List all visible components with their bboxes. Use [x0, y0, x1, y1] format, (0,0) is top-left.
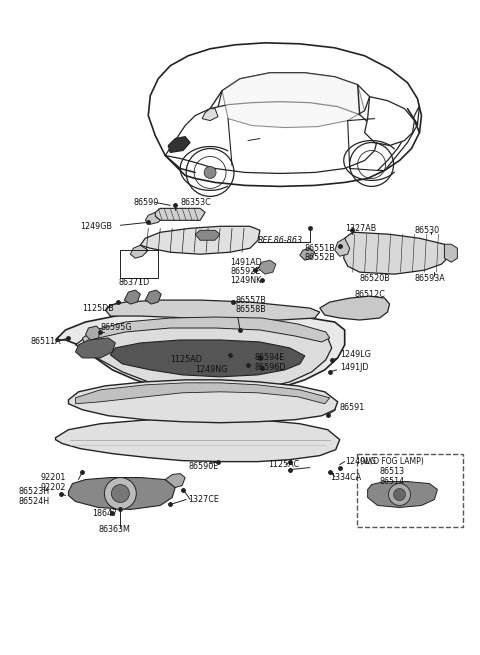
Text: 86513: 86513 [380, 467, 405, 476]
Text: REF.86-863: REF.86-863 [258, 236, 303, 245]
Polygon shape [83, 317, 330, 344]
Polygon shape [140, 226, 260, 254]
Circle shape [204, 166, 216, 178]
Polygon shape [258, 260, 276, 274]
Text: 1327AB: 1327AB [345, 224, 376, 233]
Text: 86592E: 86592E [230, 267, 261, 276]
Polygon shape [344, 233, 449, 274]
Text: 1327CE: 1327CE [188, 495, 219, 504]
Polygon shape [195, 231, 220, 240]
Text: 86594E: 86594E [255, 354, 285, 362]
Text: 1491AD: 1491AD [230, 257, 262, 267]
Text: 1125AD: 1125AD [170, 356, 202, 364]
Text: 1249GB: 1249GB [81, 222, 112, 231]
Text: 86511A: 86511A [31, 337, 61, 346]
Text: 1334CA: 1334CA [330, 473, 361, 482]
Text: 86371D: 86371D [119, 278, 150, 287]
Circle shape [104, 477, 136, 510]
Polygon shape [130, 245, 148, 258]
Circle shape [389, 483, 410, 506]
Polygon shape [378, 105, 420, 170]
Polygon shape [300, 248, 315, 260]
Polygon shape [69, 477, 175, 510]
Polygon shape [368, 481, 437, 508]
Text: 92201: 92201 [41, 473, 66, 482]
Text: 86523H: 86523H [19, 487, 50, 496]
Text: 1249NK: 1249NK [230, 276, 261, 285]
Polygon shape [365, 97, 415, 145]
Text: 1125DB: 1125DB [83, 303, 114, 312]
Text: 86595G: 86595G [100, 324, 132, 333]
Text: 86520B: 86520B [360, 274, 390, 283]
Text: 86363M: 86363M [98, 525, 130, 534]
Text: 18647: 18647 [93, 509, 118, 518]
Polygon shape [75, 320, 332, 392]
Polygon shape [335, 238, 350, 256]
Polygon shape [165, 474, 185, 487]
Polygon shape [75, 338, 115, 358]
Polygon shape [168, 136, 190, 153]
Polygon shape [222, 73, 365, 128]
Text: 86593A: 86593A [415, 274, 445, 283]
Text: (W/O FOG LAMP): (W/O FOG LAMP) [360, 457, 423, 466]
Text: 86591: 86591 [340, 403, 365, 412]
Polygon shape [124, 290, 140, 304]
Polygon shape [106, 300, 320, 320]
Text: 1249LG: 1249LG [340, 350, 371, 360]
Polygon shape [110, 340, 305, 377]
Text: 1125AC: 1125AC [268, 460, 299, 469]
Text: 86590: 86590 [133, 198, 158, 207]
Polygon shape [202, 109, 218, 121]
FancyBboxPatch shape [357, 454, 463, 527]
Polygon shape [155, 208, 205, 220]
Polygon shape [444, 244, 457, 262]
Polygon shape [56, 312, 345, 395]
Polygon shape [218, 73, 370, 128]
Polygon shape [75, 383, 330, 403]
Text: 86596D: 86596D [255, 364, 287, 373]
Text: 86552B: 86552B [305, 253, 336, 262]
Text: 86557B: 86557B [235, 295, 266, 305]
Text: 1249LG: 1249LG [345, 457, 375, 466]
Polygon shape [165, 102, 378, 174]
Polygon shape [148, 43, 421, 187]
Circle shape [394, 489, 406, 500]
Polygon shape [145, 212, 160, 224]
Text: 86530: 86530 [415, 226, 440, 234]
Polygon shape [145, 290, 161, 304]
Polygon shape [85, 326, 100, 340]
Text: 86551B: 86551B [305, 244, 336, 253]
Text: 92202: 92202 [41, 483, 66, 492]
Text: 86512C: 86512C [355, 290, 385, 299]
Circle shape [111, 485, 129, 502]
Text: 1249NG: 1249NG [195, 365, 228, 375]
Polygon shape [69, 380, 338, 422]
Polygon shape [320, 296, 390, 320]
Text: 86353C: 86353C [180, 198, 211, 207]
Text: 1491JD: 1491JD [340, 364, 368, 373]
Text: 86590E: 86590E [188, 462, 218, 471]
Text: 86514: 86514 [380, 477, 405, 486]
Text: 86558B: 86558B [235, 305, 266, 314]
Text: 86524H: 86524H [19, 497, 50, 506]
Polygon shape [56, 418, 340, 462]
